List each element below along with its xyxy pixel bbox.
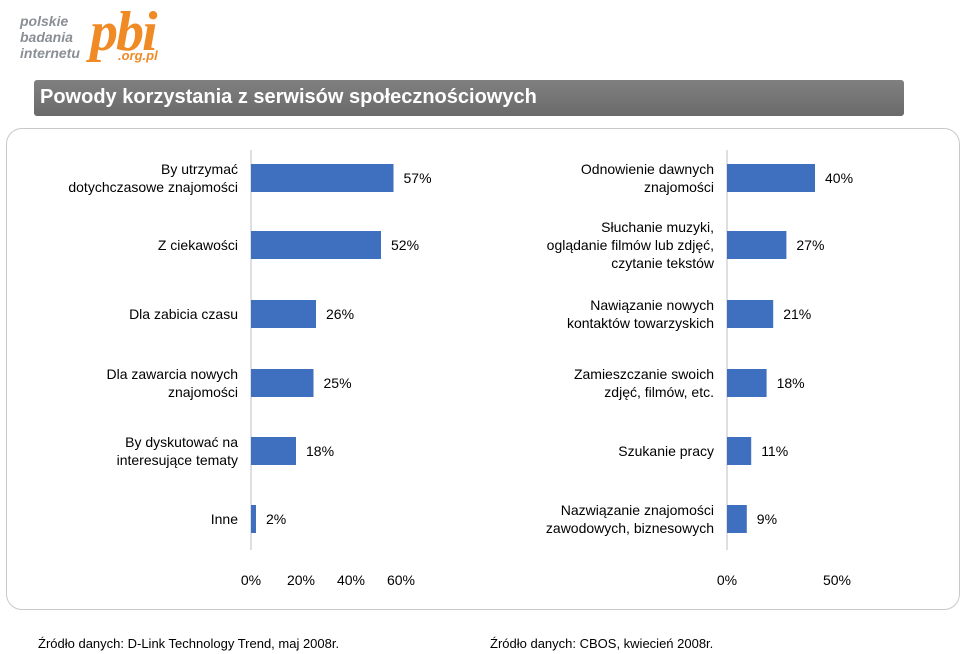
logo-text-line3: internetu [20,45,80,61]
category-label-right-5-0: Nazwiązanie znajomości [561,502,714,518]
tick-label-left-0: 0% [241,572,261,588]
category-label-left-4-1: interesujące tematy [117,452,238,468]
category-label-right-2-1: kontaktów towarzyskich [567,315,714,331]
tick-label-right-0: 0% [717,572,737,588]
value-label-right-0: 40% [825,170,853,186]
source-left: Źródło danych: D-Link Technology Trend, … [38,636,340,651]
value-label-right-4: 11% [761,443,788,459]
category-label-right-3-0: Zamieszczanie swoich [574,366,714,382]
bar-left-0 [251,164,394,192]
value-label-right-1: 27% [796,237,824,253]
page-title: Powody korzystania z serwisów społecznoś… [40,86,537,108]
bar-left-4 [251,437,296,465]
category-label-left-2-0: Dla zabicia czasu [129,306,238,322]
tick-label-right-1: 50% [823,572,851,588]
bar-left-1 [251,231,381,259]
value-label-left-2: 26% [326,306,354,322]
bar-right-3 [727,369,767,397]
category-label-right-3-1: zdjęć, filmów, etc. [604,384,714,400]
logo-mark: pbi [90,1,158,63]
tick-label-left-2: 40% [337,572,365,588]
category-label-left-5-0: Inne [211,511,238,527]
category-label-left-4-0: By dyskutować na [125,434,238,450]
value-label-left-5: 2% [266,511,286,527]
value-label-left-3: 25% [324,375,352,391]
logo-domain: .org.pl [118,48,158,63]
category-label-right-0-1: znajomości [644,179,714,195]
value-label-right-5: 9% [757,511,777,527]
category-label-right-1-2: czytanie tekstów [611,255,715,271]
pbi-logo: polskie badania internetu pbi .org.pl [14,1,184,66]
category-label-right-5-1: zawodowych, biznesowych [546,520,714,536]
bar-right-4 [727,437,752,465]
tick-label-left-3: 60% [387,572,415,588]
bar-right-2 [727,300,774,328]
value-label-left-1: 52% [391,237,419,253]
logo-text-line2: badania [20,29,73,45]
category-label-right-1-0: Słuchanie muzyki, [601,219,714,235]
bar-right-0 [727,164,815,192]
category-label-right-0-0: Odnowienie dawnych [581,161,714,177]
value-label-left-4: 18% [306,443,334,459]
bar-left-5 [251,505,256,533]
category-label-left-3-1: znajomości [168,384,238,400]
value-label-right-2: 21% [783,306,811,322]
tick-label-left-1: 20% [287,572,315,588]
value-label-left-0: 57% [404,170,432,186]
bar-right-1 [727,231,787,259]
bar-right-5 [727,505,747,533]
category-label-left-3-0: Dla zawarcia nowych [107,366,239,382]
category-label-left-0-1: dotychczasowe znajomości [68,179,238,195]
bar-left-3 [251,369,314,397]
value-label-right-3: 18% [777,375,805,391]
title-bar: Powody korzystania z serwisów społecznoś… [34,80,904,116]
category-label-left-0-0: By utrzymać [161,161,238,177]
category-label-left-1-0: Z ciekawości [158,237,238,253]
category-label-right-1-1: oglądanie filmów lub zdjęć, [547,237,714,253]
logo-text-line1: polskie [20,13,69,29]
category-label-right-4-0: Szukanie pracy [618,443,714,459]
category-label-right-2-0: Nawiązanie nowych [590,297,714,313]
chart-panel [6,128,960,610]
source-right: Źródło danych: CBOS, kwiecień 2008r. [490,636,714,651]
bar-left-2 [251,300,316,328]
